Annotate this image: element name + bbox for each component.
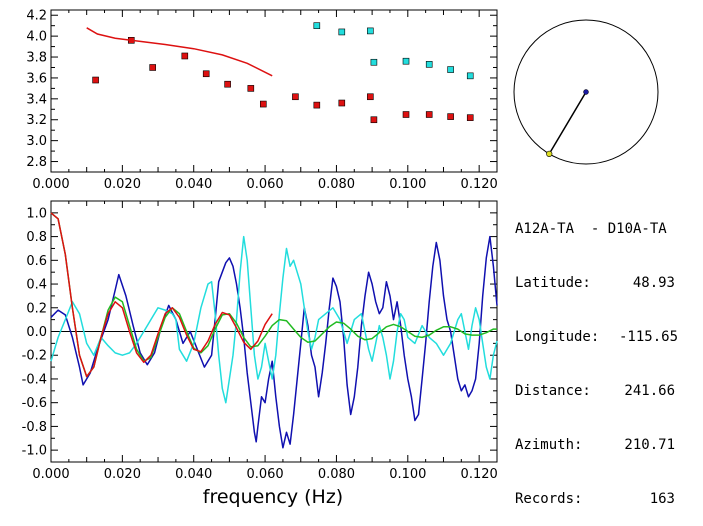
top-data-point (425, 61, 433, 68)
bottom-x-tick-label: 0.060 (246, 467, 283, 482)
info-value: 48.93 (632, 275, 675, 291)
top-data-point (447, 113, 454, 120)
top-y-tick-label: 2.8 (26, 155, 47, 170)
top-y-tick-label: 3.0 (26, 134, 47, 149)
top-data-point (313, 101, 321, 109)
top-data-point (224, 80, 231, 88)
bottom-series-line (50, 235, 498, 449)
bottom-series-line (50, 212, 273, 378)
bottom-y-tick-label: 0.0 (26, 325, 47, 340)
info-row-distance: Distance: 241.66 (515, 382, 675, 400)
info-value: -115.65 (619, 329, 679, 345)
bottom-y-tick-label: -1.0 (22, 444, 47, 459)
bottom-y-tick-label: -0.2 (22, 349, 47, 364)
top-data-point (425, 111, 433, 118)
top-y-tick-label: 3.8 (26, 51, 47, 66)
top-x-tick-label: 0.120 (461, 177, 498, 192)
bottom-x-tick-label: 0.040 (175, 467, 212, 482)
info-key: Longitude: (515, 329, 600, 345)
top-data-point (447, 66, 454, 73)
top-y-tick-label: 3.6 (26, 71, 47, 86)
top-y-tick-label: 3.4 (26, 92, 47, 107)
info-key: Distance: (515, 383, 591, 399)
bottom-y-tick-label: -0.4 (22, 372, 47, 387)
top-x-tick-label: 0.020 (104, 177, 141, 192)
top-data-point (92, 76, 99, 84)
top-data-point (292, 93, 299, 101)
bottom-y-tick-label: -0.6 (22, 396, 47, 411)
azimuth-circle (513, 19, 659, 165)
top-data-point (338, 99, 346, 107)
top-data-point (259, 100, 267, 108)
info-key: Azimuth: (515, 437, 583, 453)
station-info-panel: A12A-TA - D10A-TA Latitude: 48.93 Longitu… (515, 184, 679, 526)
top-data-point (247, 85, 255, 92)
station-pair-label: A12A-TA - D10A-TA (515, 221, 667, 237)
bottom-x-axis-title: frequency (Hz) (203, 486, 343, 508)
bottom-coherence-plot: 0.000 0.020 0.040 0.060 0.080 0.100 0.120 -1.0 -… (22, 200, 498, 482)
top-data-point (202, 70, 210, 78)
top-data-point (370, 58, 378, 66)
top-x-tick-label: 0.100 (389, 177, 426, 192)
info-value: 210.71 (624, 437, 675, 453)
bottom-y-tick-label: 1.0 (26, 206, 47, 221)
bottom-x-tick-label: 0.020 (104, 467, 141, 482)
top-data-point (338, 28, 346, 36)
info-key: Latitude: (515, 275, 591, 291)
bottom-y-tick-label: -0.8 (22, 420, 47, 435)
info-value: 163 (649, 491, 675, 507)
azimuth-center-marker (583, 89, 589, 95)
bottom-series-line (50, 212, 497, 378)
bottom-y-tick-label: 0.4 (26, 278, 47, 293)
top-data-point (466, 114, 474, 121)
info-row-records: Records: 163 (515, 490, 675, 508)
top-data-point (402, 111, 410, 118)
top-data-point (149, 64, 156, 71)
top-x-tick-label: 0.000 (32, 177, 69, 192)
bottom-y-tick-label: 0.8 (26, 230, 47, 245)
info-row-longitude: Longitude: -115.65 (515, 328, 679, 346)
top-data-point (367, 93, 374, 101)
bottom-y-tick-label: 0.6 (26, 254, 47, 269)
bottom-x-tick-label: 0.100 (389, 467, 426, 482)
top-y-tick-label: 4.2 (26, 9, 47, 24)
azimuth-end-marker (546, 150, 553, 158)
top-data-point (370, 116, 378, 124)
top-data-point (313, 22, 321, 29)
info-row-azimuth: Azimuth: 210.71 (515, 436, 675, 454)
bottom-y-tick-label: 0.2 (26, 301, 47, 316)
top-data-point (466, 72, 474, 80)
top-y-tick-label: 3.2 (26, 113, 47, 128)
top-x-tick-label: 0.080 (318, 177, 355, 192)
top-y-tick-label: 4.0 (26, 30, 47, 45)
bottom-x-tick-label: 0.120 (461, 467, 498, 482)
bottom-x-tick-label: 0.080 (318, 467, 355, 482)
top-data-point (181, 52, 189, 60)
top-x-tick-label: 0.060 (246, 177, 283, 192)
bottom-x-tick-label: 0.000 (32, 467, 69, 482)
info-row-latitude: Latitude: 48.93 (515, 274, 675, 292)
top-dispersion-plot: 0.000 0.020 0.040 0.060 0.080 0.100 0.120 2.8 3.… (26, 9, 497, 192)
info-value: 241.66 (624, 383, 675, 399)
top-frame (50, 9, 498, 173)
info-key: Records: (515, 491, 583, 507)
top-data-point (402, 57, 410, 65)
azimuth-circle-diagram (513, 19, 659, 165)
top-fit-curve (86, 27, 273, 77)
top-data-point (367, 27, 374, 35)
top-x-tick-label: 0.040 (175, 177, 212, 192)
azimuth-line (548, 91, 587, 155)
